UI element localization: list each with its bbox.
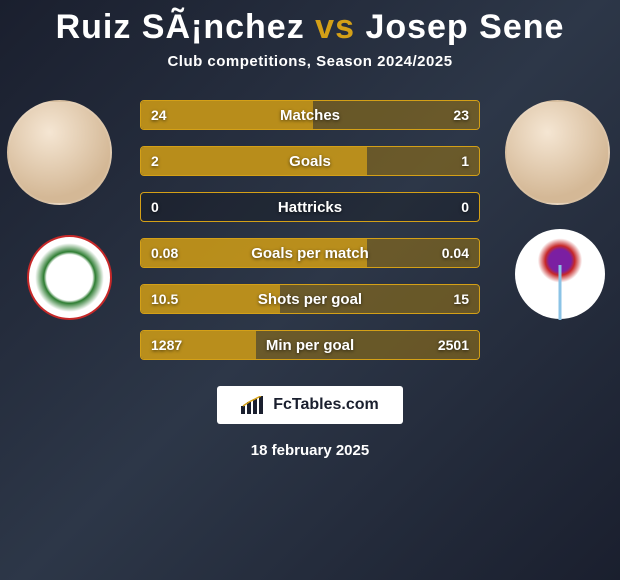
stat-value-left: 10.5 (151, 291, 178, 307)
comparison-panel: 24 Matches 23 2 Goals 1 0 Hattricks 0 0.08 Goals p… (0, 100, 620, 376)
stat-label: Goals per match (251, 245, 369, 262)
stat-value-right: 2501 (438, 337, 469, 353)
watermark-text: FcTables.com (273, 396, 379, 414)
stat-value-left: 1287 (151, 337, 182, 353)
player2-club-logo (515, 229, 605, 319)
stat-row: 0.08 Goals per match 0.04 (140, 238, 480, 268)
stat-row: 10.5 Shots per goal 15 (140, 284, 480, 314)
player2-avatar (505, 100, 610, 205)
watermark: FcTables.com (217, 386, 403, 424)
stats-list: 24 Matches 23 2 Goals 1 0 Hattricks 0 0.08 Goals p… (140, 100, 480, 360)
player2-name: Josep Sene (365, 8, 564, 46)
stat-label: Goals (289, 153, 331, 170)
stat-value-right: 0 (461, 199, 469, 215)
stat-value-right: 0.04 (442, 245, 469, 261)
vs-label: vs (315, 8, 355, 46)
stat-label: Min per goal (266, 337, 354, 354)
stat-value-right: 15 (453, 291, 469, 307)
stat-row: 24 Matches 23 (140, 100, 480, 130)
stat-value-left: 0.08 (151, 245, 178, 261)
player1-name: Ruiz SÃ¡nchez (56, 8, 305, 46)
stat-label: Shots per goal (258, 291, 362, 308)
stat-row: 2 Goals 1 (140, 146, 480, 176)
page-title: Ruiz SÃ¡nchez vs Josep Sene (56, 8, 565, 47)
player1-club-logo (27, 235, 112, 320)
player1-avatar (7, 100, 112, 205)
stat-row: 1287 Min per goal 2501 (140, 330, 480, 360)
stat-value-left: 24 (151, 107, 167, 123)
stat-label: Matches (280, 107, 340, 124)
stat-value-left: 2 (151, 153, 159, 169)
stat-row: 0 Hattricks 0 (140, 192, 480, 222)
bars-icon (241, 396, 265, 414)
stat-label: Hattricks (278, 199, 342, 216)
infographic-container: Ruiz SÃ¡nchez vs Josep Sene Club competi… (0, 0, 620, 580)
footer-date: 18 february 2025 (251, 442, 369, 459)
stat-value-right: 23 (453, 107, 469, 123)
stat-bar-left (141, 147, 367, 175)
stat-value-left: 0 (151, 199, 159, 215)
stat-value-right: 1 (461, 153, 469, 169)
subtitle: Club competitions, Season 2024/2025 (167, 53, 452, 70)
